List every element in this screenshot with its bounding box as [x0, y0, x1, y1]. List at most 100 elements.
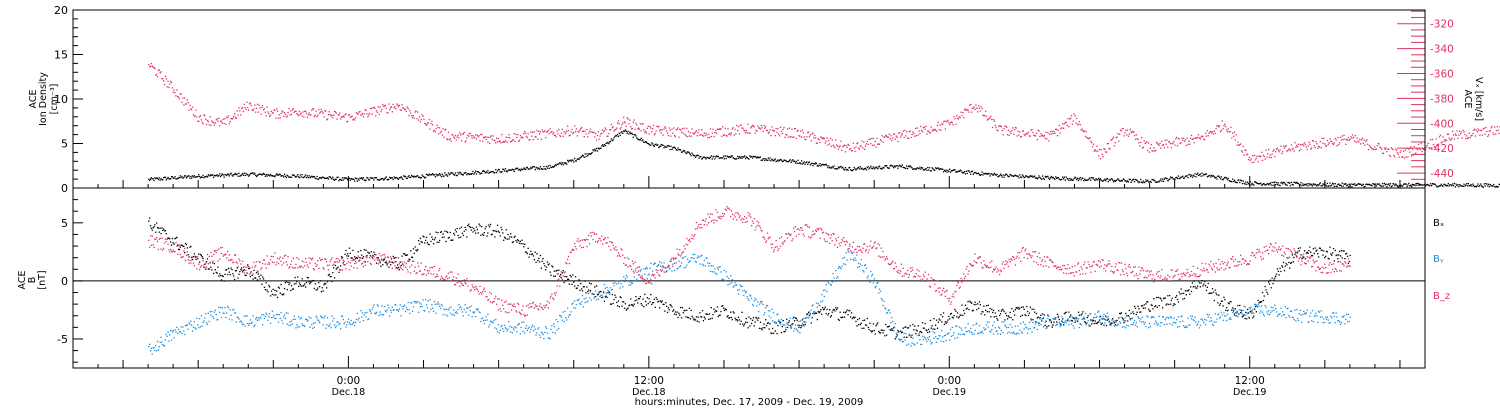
top-series-point: [1190, 175, 1192, 178]
top-series-point: [237, 114, 239, 116]
b-series-point: [670, 304, 672, 307]
top-series-point: [1491, 125, 1493, 128]
top-series-point: [1350, 136, 1352, 138]
top-series-point: [442, 128, 444, 130]
b-series-point: [235, 270, 237, 272]
top-series-point: [1178, 177, 1180, 180]
top-series-point: [894, 138, 896, 140]
b-series-point: [966, 307, 968, 309]
top-series-point: [942, 171, 945, 173]
top-series-point: [1488, 130, 1491, 132]
top-series-point: [979, 174, 981, 176]
b-series-point: [1067, 319, 1069, 321]
top-series-point: [989, 116, 991, 119]
top-series-point: [635, 135, 637, 137]
top-series-point: [954, 169, 956, 171]
b-series-point: [379, 262, 381, 264]
top-series-point: [1184, 139, 1187, 141]
b-series-point: [341, 315, 344, 317]
top-series-point: [198, 175, 201, 178]
b-series-point: [1162, 307, 1164, 309]
top-series-point: [627, 118, 629, 120]
top-series-point: [426, 174, 429, 176]
top-series-point: [158, 177, 160, 179]
top-series-point: [1026, 132, 1028, 134]
top-series-point: [639, 123, 641, 125]
top-series-point: [1317, 147, 1319, 149]
top-series-point: [1326, 139, 1328, 142]
b-series-point: [155, 344, 157, 347]
top-series-point: [949, 122, 952, 124]
b-series-point: [191, 258, 194, 261]
b-series-point: [677, 316, 679, 319]
top-series-1: [148, 62, 1500, 164]
top-series-point: [477, 136, 479, 138]
b-series-point: [1084, 322, 1087, 324]
b-series-point: [156, 226, 159, 229]
top-series-point: [1049, 131, 1052, 133]
top-series-point: [501, 133, 503, 136]
top-left-label-line-3: [cm⁻³]: [49, 84, 60, 115]
top-series-point: [228, 123, 230, 125]
top-series-point: [1447, 133, 1449, 135]
top-series-point: [790, 136, 792, 138]
top-series-point: [567, 161, 570, 163]
top-series-point: [191, 175, 194, 177]
top-series-point: [539, 166, 542, 168]
top-series-point: [330, 177, 332, 179]
top-series-point: [688, 135, 691, 137]
b-series-point: [330, 276, 332, 278]
b-series-point: [173, 243, 175, 245]
b-series-point: [1229, 301, 1231, 303]
top-series-point: [525, 167, 528, 169]
top-series-point: [1006, 175, 1009, 177]
top-series-point: [1452, 184, 1455, 187]
b-series-point: [1008, 316, 1010, 318]
b-series-point: [374, 312, 376, 314]
b-series-point: [720, 310, 722, 313]
top-series-point: [639, 139, 641, 141]
top-series-point: [742, 127, 744, 129]
top-series-point: [1060, 128, 1062, 130]
top-series-point: [349, 179, 351, 181]
top-series-point: [340, 116, 343, 118]
top-series-point: [283, 112, 286, 114]
top-series-point: [966, 172, 968, 175]
top-series-point: [968, 170, 970, 172]
top-series-point: [1374, 183, 1377, 185]
top-series-point: [177, 96, 180, 98]
b-series-point: [156, 350, 158, 352]
top-series-point: [581, 155, 583, 158]
top-series-point: [374, 177, 376, 179]
top-series-point: [605, 142, 607, 144]
b-series-point: [411, 256, 414, 259]
top-series-point: [1221, 120, 1223, 122]
top-series-point: [304, 175, 306, 177]
top-series-point: [601, 145, 603, 147]
top-series-point: [804, 163, 806, 165]
top-series-point: [1128, 133, 1130, 135]
b-series-point: [704, 318, 706, 320]
top-series-point: [361, 112, 364, 115]
b-series-point: [1305, 252, 1307, 254]
top-series-point: [1033, 134, 1035, 137]
top-series-point: [664, 145, 666, 147]
top-series-point: [797, 129, 799, 131]
top-series-point: [1098, 155, 1100, 157]
top-series-point: [433, 129, 436, 131]
b-series-point: [1240, 312, 1242, 314]
b-series-point: [1045, 320, 1047, 322]
top-series-point: [599, 135, 601, 137]
b-series-point: [663, 303, 665, 306]
top-series-point: [1407, 156, 1409, 158]
top-series-point: [1254, 159, 1257, 161]
b-series-point: [1143, 304, 1145, 306]
top-series-point: [1027, 175, 1029, 178]
top-series-point: [290, 113, 293, 115]
b-series-point: [439, 239, 441, 242]
top-series-point: [1238, 144, 1240, 146]
top-series-point: [768, 159, 770, 161]
top-series-point: [736, 124, 738, 127]
b-series-point: [1303, 250, 1306, 252]
top-series-point: [1285, 184, 1287, 186]
